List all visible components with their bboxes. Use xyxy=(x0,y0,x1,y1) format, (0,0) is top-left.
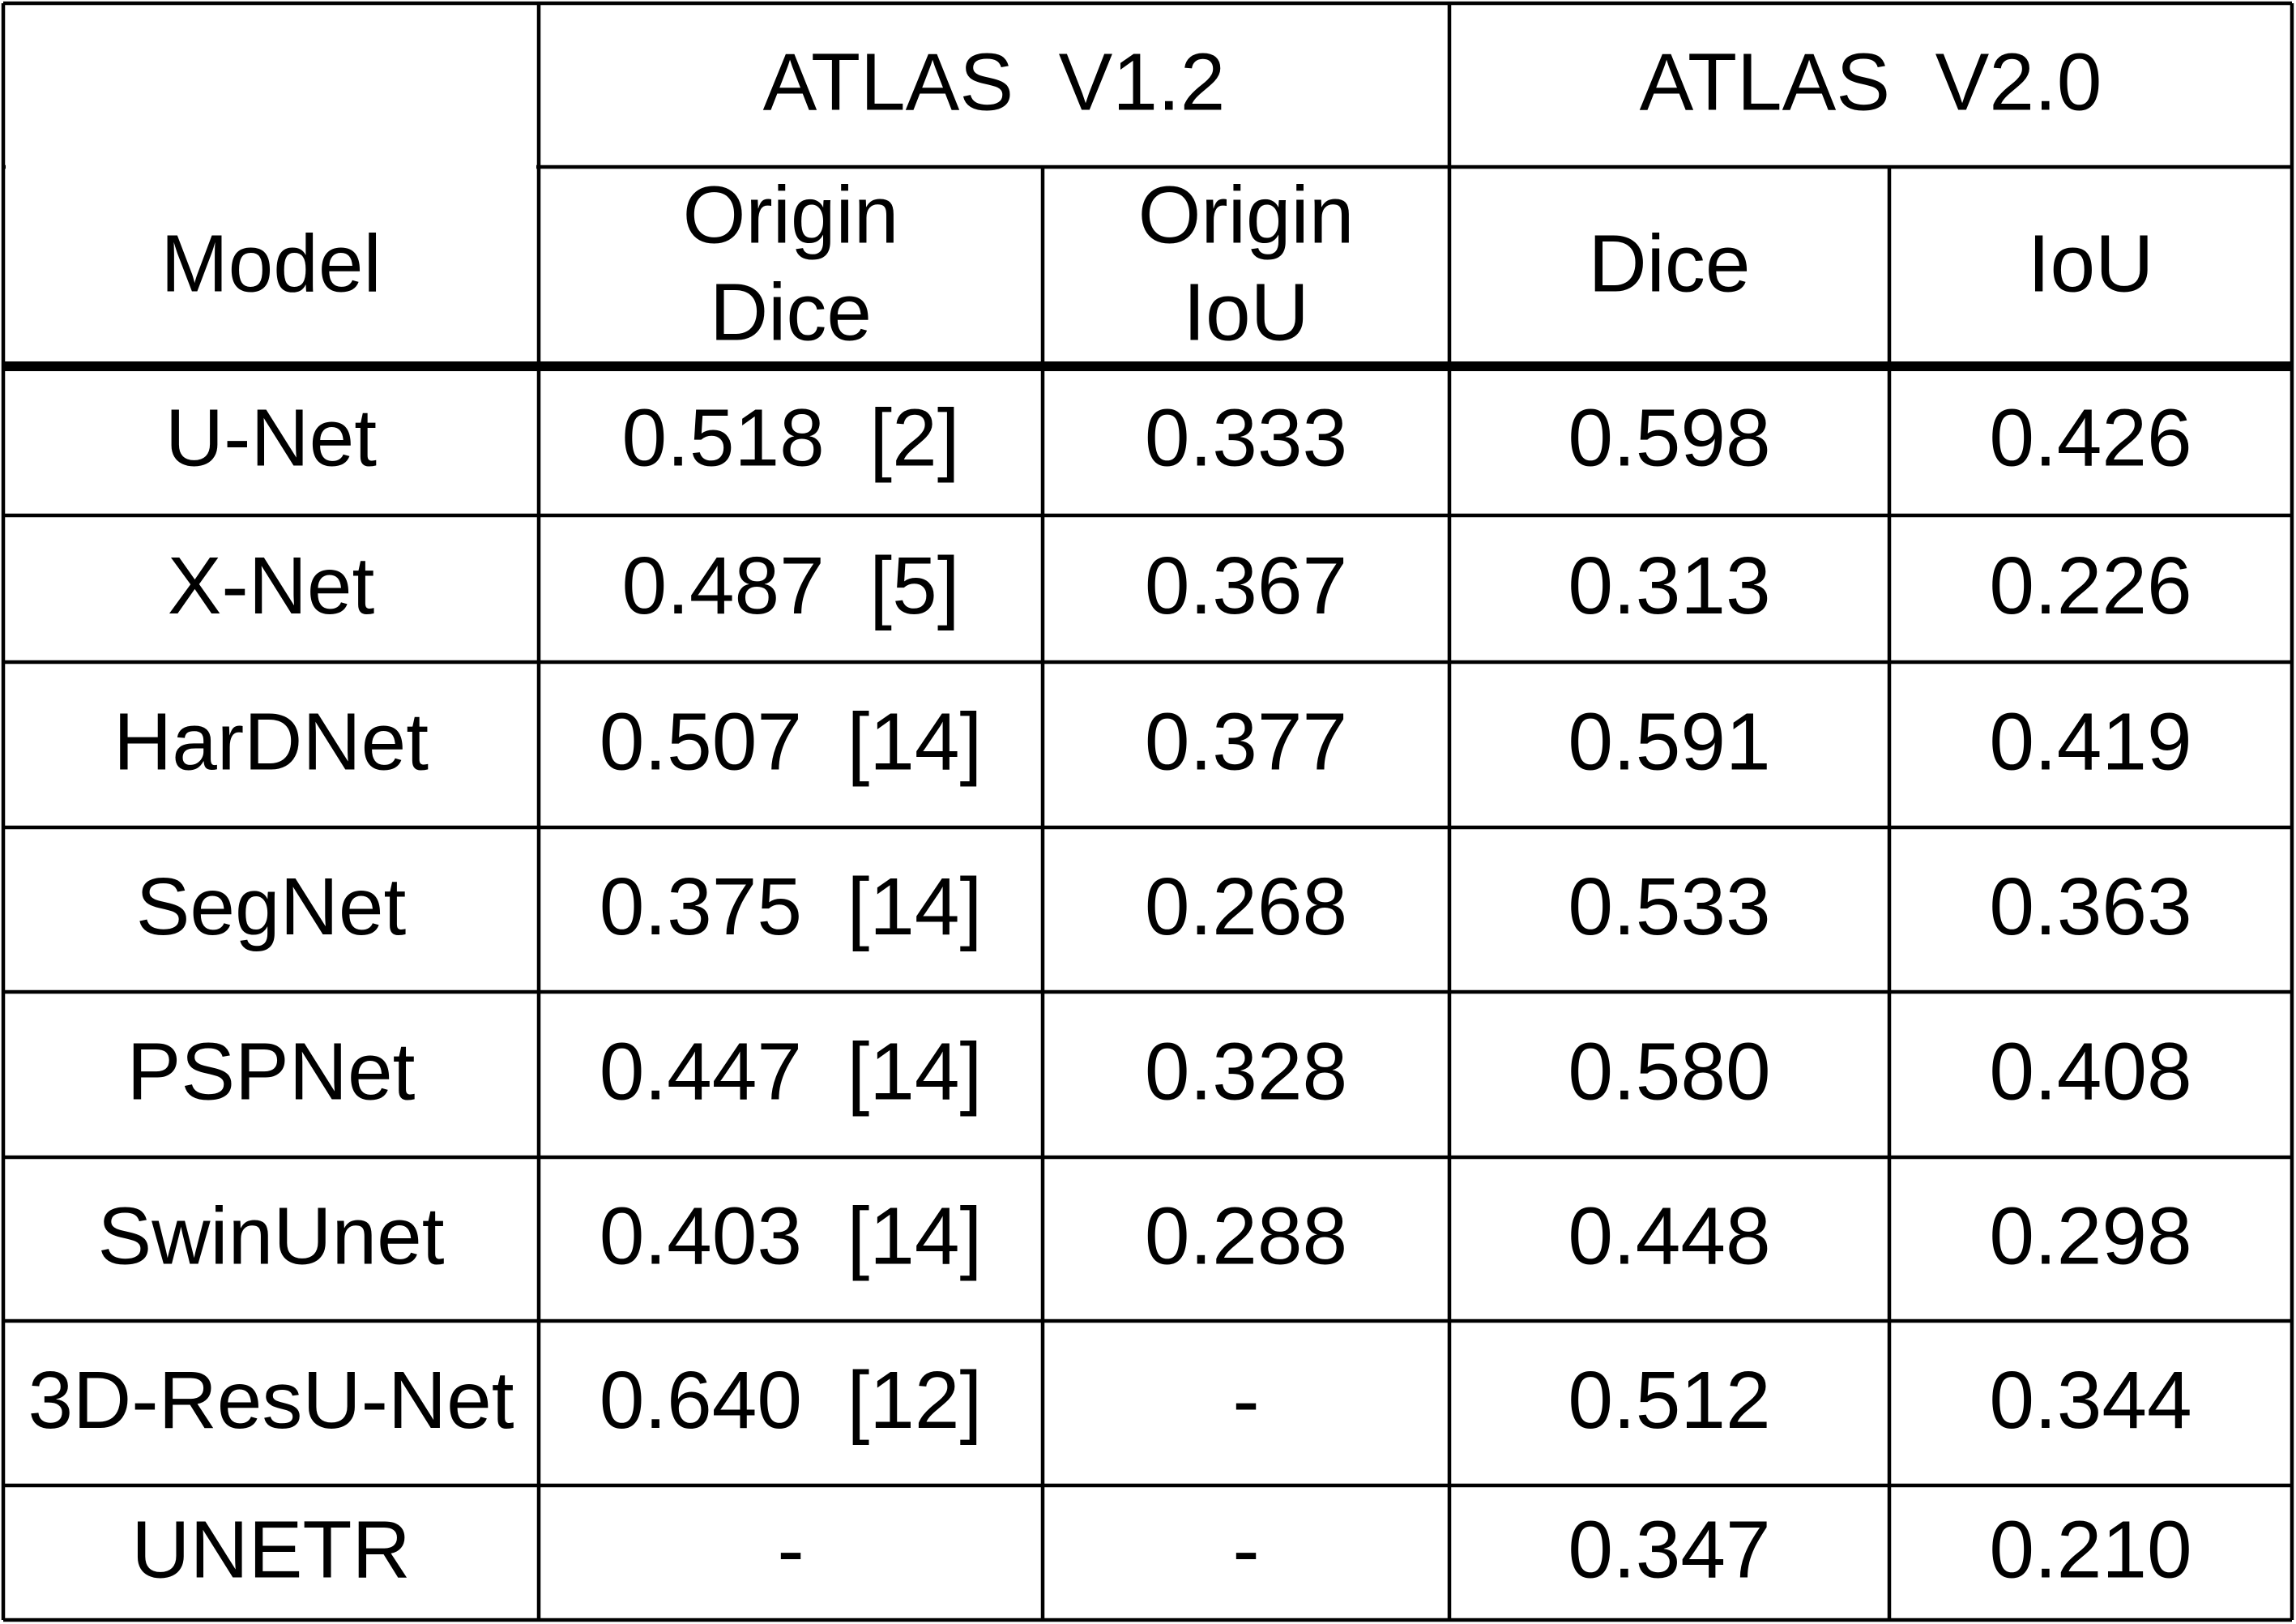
column-header: Dice xyxy=(710,267,872,357)
column-header: Origin xyxy=(683,169,899,260)
table-cell: 0.377 xyxy=(1145,696,1347,787)
table-cell: 0.367 xyxy=(1145,541,1347,631)
table-cell: 0.298 xyxy=(1989,1190,2191,1281)
table-cell: 0.448 xyxy=(1568,1190,1770,1281)
table-cell: 0.598 xyxy=(1568,392,1770,483)
model-name: PSPNet xyxy=(127,1026,416,1117)
table-cell: 0.226 xyxy=(1989,541,2191,631)
model-name: U-Net xyxy=(165,392,377,483)
model-name: SwinUnet xyxy=(98,1190,445,1281)
table-cell: 0.487 [5] xyxy=(622,541,960,631)
table-cell: 0.268 xyxy=(1145,861,1347,952)
table-cell: - xyxy=(1232,1504,1259,1595)
table-cell: 0.640 [12] xyxy=(600,1355,983,1446)
table-cell: 0.344 xyxy=(1989,1355,2191,1446)
model-name: SegNet xyxy=(136,861,407,952)
column-header: IoU xyxy=(1183,267,1309,357)
model-name: X-Net xyxy=(168,541,375,631)
table-cell: 0.580 xyxy=(1568,1026,1770,1117)
column-header: Dice xyxy=(1588,218,1750,309)
model-name: HarDNet xyxy=(113,696,429,787)
group-header: ATLAS V1.2 xyxy=(763,36,1226,127)
table-cell: 0.328 xyxy=(1145,1026,1347,1117)
table-cell: 0.512 xyxy=(1568,1355,1770,1446)
table-cell: - xyxy=(1232,1355,1259,1446)
table-cell: 0.375 [14] xyxy=(600,861,983,952)
table-cell: 0.419 xyxy=(1989,696,2191,787)
table-cell: 0.333 xyxy=(1145,392,1347,483)
table-cell: - xyxy=(777,1504,804,1595)
model-name: 3D-ResU-Net xyxy=(28,1355,514,1446)
table-cell: 0.447 [14] xyxy=(600,1026,983,1117)
column-header: IoU xyxy=(2028,218,2154,309)
table-cell: 0.347 xyxy=(1568,1504,1770,1595)
table-cell: 0.507 [14] xyxy=(600,696,983,787)
group-header: ATLAS V2.0 xyxy=(1640,36,2102,127)
table-cell: 0.363 xyxy=(1989,861,2191,952)
table-cell: 0.533 xyxy=(1568,861,1770,952)
model-name: UNETR xyxy=(131,1504,410,1595)
column-header: Origin xyxy=(1138,169,1355,260)
table-cell: 0.288 xyxy=(1145,1190,1347,1281)
table-cell: 0.518 [2] xyxy=(622,392,960,483)
table-cell: 0.313 xyxy=(1568,541,1770,631)
table-cell: 0.591 xyxy=(1568,696,1770,787)
table-cell: 0.403 [14] xyxy=(600,1190,983,1281)
table-cell: 0.408 xyxy=(1989,1026,2191,1117)
table-cell: 0.210 xyxy=(1989,1504,2191,1595)
table-cell: 0.426 xyxy=(1989,392,2191,483)
column-header: Model xyxy=(160,218,381,309)
